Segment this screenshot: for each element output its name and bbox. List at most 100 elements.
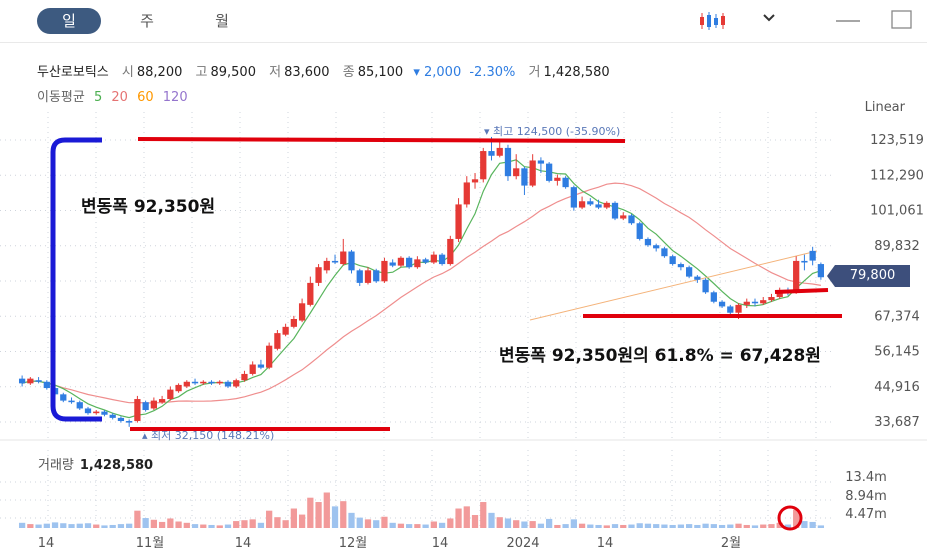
volume-bar [340, 501, 347, 528]
candle-body [331, 260, 339, 263]
candle-body [480, 151, 487, 180]
candle-body [817, 264, 825, 278]
volume-bar [504, 518, 512, 528]
candle-body [76, 402, 83, 409]
candle-body [562, 177, 569, 188]
candle-body [488, 151, 495, 156]
tab-day[interactable]: 일 [37, 8, 101, 34]
candle-body [521, 168, 528, 186]
candle-body [101, 411, 108, 415]
volume-bar [447, 518, 454, 528]
candle-body [546, 163, 553, 181]
volume-bar [644, 523, 652, 528]
ma-20: 20 [111, 90, 128, 105]
volume-panel-title: 거래량 [38, 458, 74, 473]
volume-bar [373, 520, 380, 528]
volume-bar [298, 514, 306, 528]
high-value: 89,500 [210, 65, 256, 80]
volume-axis-label: 8.94m [845, 489, 887, 504]
candle-body [35, 380, 42, 382]
volume-bar [266, 510, 273, 528]
volume-bar [356, 517, 363, 528]
volume-bar [438, 522, 446, 528]
volume-bar [18, 522, 26, 528]
candle-body [134, 399, 141, 422]
volume-bar [183, 522, 190, 528]
x-axis-label: 11월 [136, 536, 165, 551]
y-tick-label: 33,687 [874, 415, 920, 430]
candle-body [167, 389, 174, 400]
volume-panel-label: 거래량 1,428,580 [38, 454, 153, 473]
volume-bar [578, 523, 586, 528]
candle-body [200, 381, 207, 384]
candle-body [414, 259, 421, 268]
volume-bar [587, 524, 594, 528]
volume-bar [134, 510, 141, 528]
tab-week[interactable]: 주 [140, 12, 154, 30]
candle-body [471, 179, 479, 183]
candle-body [43, 381, 50, 389]
minimize-icon[interactable] [836, 12, 860, 31]
candle-body [241, 373, 248, 381]
volume-bar [68, 524, 75, 528]
moving-average-legend: 이동평균 5 20 60 120 [37, 86, 193, 105]
volume-bar [35, 524, 42, 528]
change-percent: -2.30% [469, 65, 516, 80]
candle-body [554, 177, 561, 181]
candle-body [636, 223, 643, 239]
volume-bar [158, 521, 166, 528]
close-label: 종 [342, 65, 355, 80]
candlestick-icon[interactable] [698, 11, 732, 35]
volume-bar [463, 506, 470, 528]
candle-body [603, 202, 610, 208]
volume-panel-value: 1,428,580 [79, 458, 154, 473]
chevron-down-icon[interactable] [761, 10, 777, 29]
period-toolbar: 일 주 월 [0, 0, 927, 40]
volume-bar [142, 518, 149, 528]
candle-body [27, 378, 34, 384]
volume-bar [381, 516, 388, 528]
volume-bar [801, 521, 808, 528]
volume-bar [455, 508, 462, 528]
candle-body [620, 215, 627, 219]
volume-bar [216, 525, 223, 528]
candle-body [760, 300, 767, 304]
candle-body [356, 270, 363, 283]
volume-bar [496, 517, 503, 528]
volume-bar [109, 524, 116, 528]
high-label: 고 [195, 65, 208, 80]
volume-bar [257, 522, 265, 528]
candle-body [537, 160, 545, 164]
candle-body [718, 301, 726, 307]
candle-body [109, 414, 116, 418]
volume-bar [529, 521, 536, 528]
x-axis-label: 14 [235, 536, 252, 551]
volume-bar [537, 523, 545, 528]
volume-bar [809, 521, 816, 528]
candle-body [578, 201, 586, 208]
candle-body [430, 254, 437, 263]
volume-bar [175, 521, 182, 528]
tab-month[interactable]: 월 [215, 12, 229, 30]
candle-body [735, 304, 742, 313]
candle-body [183, 381, 190, 387]
volume-bar [595, 524, 602, 528]
fullscreen-icon[interactable] [890, 9, 914, 35]
change-value: ▾ 2,000 [413, 65, 462, 80]
volume-bar [43, 523, 50, 528]
candle-body [233, 380, 240, 387]
candle-body [438, 254, 446, 265]
volume-bar [653, 524, 660, 528]
candle-body [702, 279, 709, 293]
candle-body [68, 400, 75, 403]
volume-bar [200, 524, 207, 528]
candle-body [282, 326, 289, 335]
candle-body [249, 364, 256, 374]
candle-body [768, 297, 775, 301]
volume-value: 1,428,580 [543, 65, 610, 80]
volume-bar [397, 523, 405, 528]
candle-body [18, 378, 26, 384]
candle-body [389, 262, 396, 266]
volume-bar [669, 524, 676, 528]
ma-60: 60 [137, 90, 154, 105]
